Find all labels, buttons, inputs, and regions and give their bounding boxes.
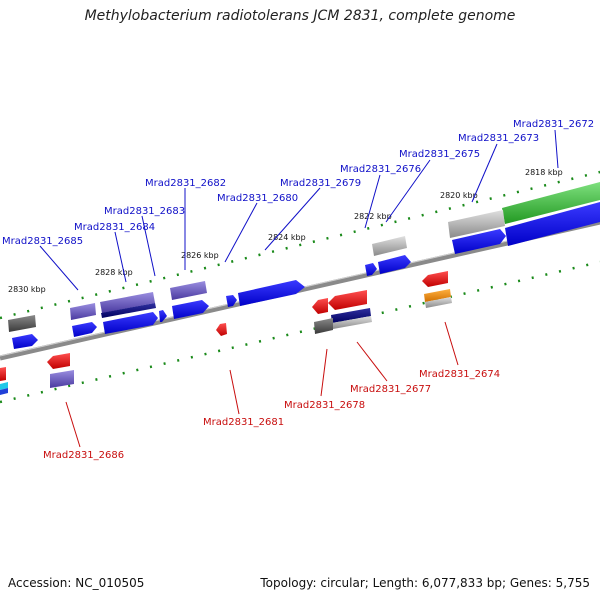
forward-genes bbox=[8, 182, 600, 349]
kbp-2818: 2818 kbp bbox=[525, 168, 563, 177]
label-2673: Mrad2831_2673 bbox=[458, 133, 539, 144]
reverse-labels: Mrad2831_2674 Mrad2831_2677 Mrad2831_267… bbox=[43, 369, 500, 461]
kbp-ticks: 2818 kbp 2820 kbp 2822 kbp 2824 kbp 2826… bbox=[8, 168, 563, 294]
kbp-2826: 2826 kbp bbox=[181, 251, 219, 260]
gene-2673-gray bbox=[448, 210, 505, 238]
gene-2682 bbox=[170, 281, 207, 300]
kbp-2824: 2824 kbp bbox=[268, 233, 306, 242]
kbp-2828: 2828 kbp bbox=[95, 268, 133, 277]
gene-2685 bbox=[70, 303, 96, 320]
label-2676: Mrad2831_2676 bbox=[340, 164, 421, 175]
gene-2686b bbox=[12, 334, 38, 349]
label-2674: Mrad2831_2674 bbox=[419, 369, 500, 380]
gene-2685b bbox=[72, 322, 97, 337]
kbp-2830: 2830 kbp bbox=[8, 285, 46, 294]
gene-2677 bbox=[328, 290, 367, 310]
gene-2674c bbox=[425, 297, 452, 308]
label-2681: Mrad2831_2681 bbox=[203, 417, 284, 428]
gene-2683b bbox=[101, 303, 156, 318]
gene-2680 bbox=[238, 280, 305, 306]
gene-2684 bbox=[103, 312, 158, 334]
gene-2686 bbox=[47, 353, 70, 369]
reverse-genes bbox=[0, 271, 452, 395]
gene-2674 bbox=[422, 271, 448, 287]
gene-2681 bbox=[216, 323, 227, 336]
gene-2680b bbox=[226, 295, 237, 307]
gene-2686-gray bbox=[8, 315, 36, 332]
label-2683: Mrad2831_2683 bbox=[104, 206, 185, 217]
label-2684: Mrad2831_2684 bbox=[74, 222, 155, 233]
accession-text: Accession: NC_010505 bbox=[8, 576, 145, 590]
reverse-leaders bbox=[65, 321, 459, 448]
forward-tick-track bbox=[0, 170, 600, 320]
gene-2678 bbox=[312, 298, 328, 314]
gene-2686r bbox=[50, 370, 74, 388]
kbp-2820: 2820 kbp bbox=[440, 191, 478, 200]
label-2675: Mrad2831_2675 bbox=[399, 149, 480, 160]
map-title: Methylobacterium radiotolerans JCM 2831,… bbox=[84, 8, 516, 24]
forward-leaders bbox=[39, 129, 559, 291]
gene-2677b bbox=[331, 308, 371, 323]
genome-summary: Topology: circular; Length: 6,077,833 bp… bbox=[260, 576, 590, 590]
gene-2683 bbox=[100, 292, 155, 313]
gene-edge-cyan bbox=[0, 382, 8, 390]
gene-2672 bbox=[505, 202, 600, 246]
gene-2678b bbox=[314, 318, 333, 334]
forward-labels: Mrad2831_2672 Mrad2831_2673 Mrad2831_267… bbox=[2, 119, 594, 247]
gene-2673 bbox=[502, 182, 600, 224]
label-2678: Mrad2831_2678 bbox=[284, 400, 365, 411]
label-2680: Mrad2831_2680 bbox=[217, 193, 298, 204]
label-2685: Mrad2831_2685 bbox=[2, 236, 83, 247]
label-2679: Mrad2831_2679 bbox=[280, 178, 361, 189]
gene-2676b bbox=[378, 255, 411, 274]
gene-2675 bbox=[452, 229, 506, 254]
gene-edge-red bbox=[0, 367, 6, 381]
label-2686: Mrad2831_2686 bbox=[43, 450, 124, 461]
gene-edge-blue bbox=[0, 388, 8, 395]
gene-2674b bbox=[424, 289, 451, 302]
kbp-2822: 2822 kbp bbox=[354, 212, 392, 221]
gene-2677c bbox=[332, 316, 372, 329]
gene-2682b bbox=[172, 300, 209, 319]
label-2672: Mrad2831_2672 bbox=[513, 119, 594, 130]
label-2677: Mrad2831_2677 bbox=[350, 384, 431, 395]
reverse-tick-track bbox=[0, 260, 600, 404]
gene-2684b bbox=[159, 310, 167, 322]
gene-2676c bbox=[365, 263, 377, 276]
label-2682: Mrad2831_2682 bbox=[145, 178, 226, 189]
gene-2676 bbox=[372, 236, 407, 256]
